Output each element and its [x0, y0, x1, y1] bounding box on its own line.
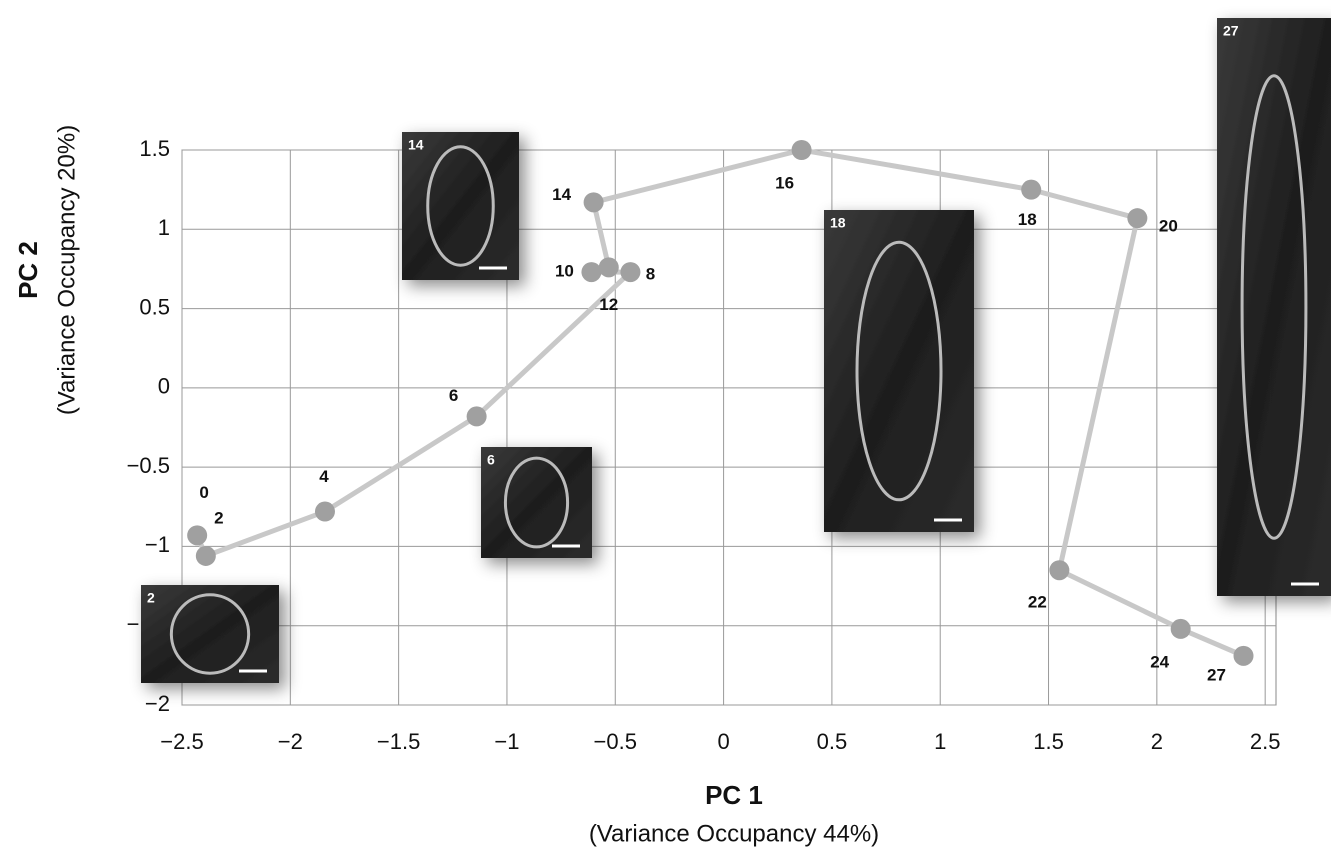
data-point [1049, 560, 1069, 580]
inset-label: 2 [147, 590, 155, 606]
x-tick-label: −1.5 [377, 729, 420, 754]
y-tick-label: −0.5 [127, 453, 170, 478]
point-label: 22 [1028, 593, 1047, 612]
inset-image [1217, 18, 1331, 596]
x-tick-label: 1.5 [1033, 729, 1064, 754]
data-point [315, 502, 335, 522]
y-axis-title: PC 2 [13, 241, 43, 299]
inset-label: 27 [1223, 23, 1239, 39]
point-label: 18 [1018, 210, 1037, 229]
y-tick-label: 1 [158, 215, 170, 240]
x-tick-label: −2 [278, 729, 303, 754]
point-label: 8 [646, 265, 655, 284]
data-point [1234, 646, 1254, 666]
point-label: 2 [214, 508, 223, 527]
inset-image [402, 132, 519, 280]
point-label: 4 [319, 467, 329, 486]
point-label: 24 [1150, 652, 1169, 671]
plot-frame [182, 150, 1276, 705]
y-tick-label: −2 [145, 691, 170, 716]
y-tick-label: −1 [145, 532, 170, 557]
data-point [1127, 208, 1147, 228]
y-tick-label: 0.5 [139, 294, 170, 319]
point-label: 27 [1207, 665, 1226, 684]
x-tick-label: 2 [1151, 729, 1163, 754]
data-point [599, 257, 619, 277]
y-axis-subtitle: (Variance Occupancy 20%) [53, 125, 80, 415]
x-tick-label: 0.5 [817, 729, 848, 754]
data-point [1021, 180, 1041, 200]
inset-label: 14 [408, 137, 424, 153]
x-axis-title: PC 1 [705, 780, 763, 810]
inset-image [141, 585, 279, 683]
data-point [792, 140, 812, 160]
x-tick-label: −2.5 [160, 729, 203, 754]
x-tick-label: −0.5 [594, 729, 637, 754]
inset-image [481, 447, 592, 558]
x-tick-label: 2.5 [1250, 729, 1281, 754]
inset-label: 18 [830, 215, 846, 231]
trajectory-line [197, 150, 1243, 656]
data-point [584, 192, 604, 212]
x-tick-label: −1 [494, 729, 519, 754]
inset-label: 6 [487, 452, 495, 468]
x-tick-label: 1 [934, 729, 946, 754]
inset-image [824, 210, 974, 532]
data-point [467, 406, 487, 426]
data-point [620, 262, 640, 282]
point-label: 14 [552, 185, 571, 204]
point-label: 20 [1159, 217, 1178, 236]
y-tick-label: 1.5 [139, 136, 170, 161]
x-tick-label: 0 [717, 729, 729, 754]
point-label: 10 [555, 262, 574, 281]
point-label: 6 [449, 386, 458, 405]
data-point [196, 546, 216, 566]
data-point [1171, 619, 1191, 639]
point-label: 0 [199, 483, 208, 502]
point-label: 12 [599, 295, 618, 314]
x-axis-subtitle: (Variance Occupancy 44%) [589, 820, 879, 847]
point-label: 16 [775, 173, 794, 192]
y-tick-label: 0 [158, 374, 170, 399]
data-point [581, 262, 601, 282]
chart: PC 1 (Variance Occupancy 44%) PC 2 (Vari… [0, 0, 1331, 855]
data-point [187, 525, 207, 545]
